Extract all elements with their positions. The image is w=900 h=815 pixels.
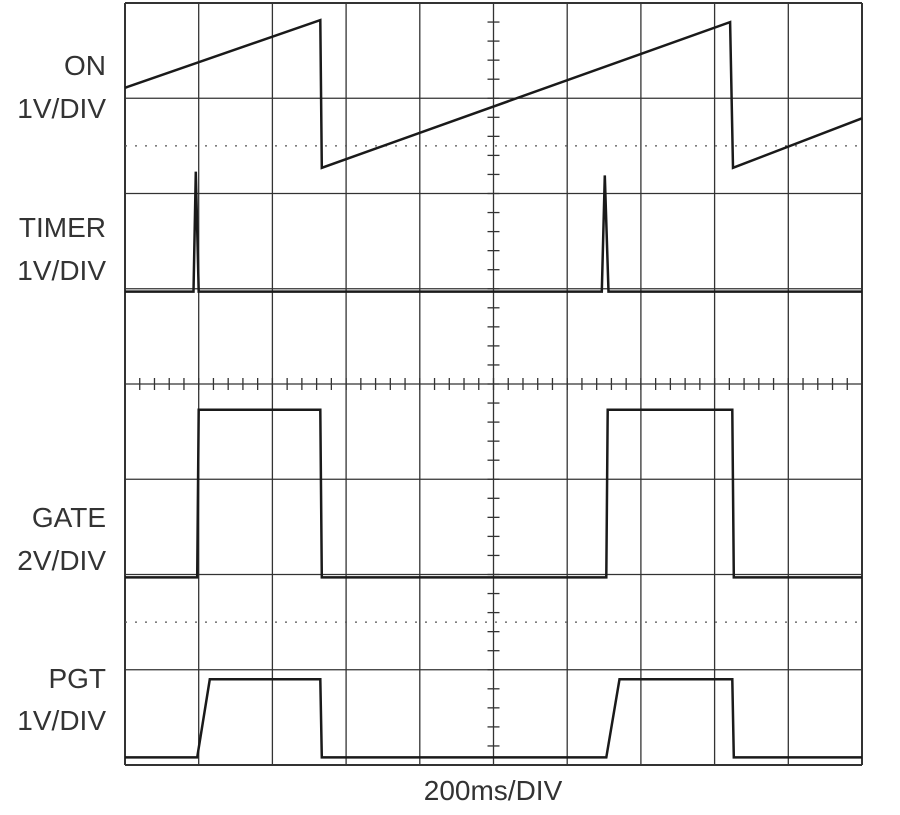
trace-scale: 1V/DIV xyxy=(17,705,106,736)
trace xyxy=(125,171,862,293)
x-axis-label: 200ms/DIV xyxy=(424,775,563,806)
trace-scale: 1V/DIV xyxy=(17,93,106,124)
trace-scale: 1V/DIV xyxy=(17,255,106,286)
trace-name: GATE xyxy=(32,502,106,533)
trace xyxy=(124,18,863,170)
trace-name: PGT xyxy=(48,663,106,694)
trace-scale: 2V/DIV xyxy=(17,545,106,576)
trace-name: ON xyxy=(64,50,106,81)
trace xyxy=(125,408,862,579)
trace xyxy=(125,678,862,759)
trace-name: TIMER xyxy=(19,212,106,243)
